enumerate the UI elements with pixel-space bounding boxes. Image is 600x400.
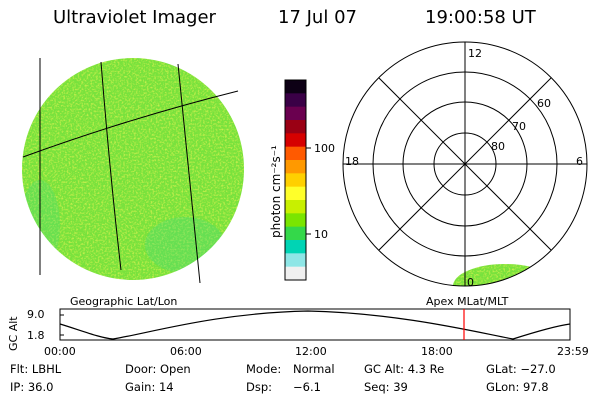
colorbar-band xyxy=(285,213,306,228)
polar-panel-label: Apex MLat/MLT xyxy=(426,295,509,308)
dsp-label: Dsp: xyxy=(246,380,273,394)
colorbar-band xyxy=(285,93,306,108)
seq-readout: Seq: 39 xyxy=(364,380,408,394)
altitude-curve xyxy=(59,310,571,340)
orbit-ymin-label: 1.8 xyxy=(27,329,45,342)
dsp-value: −6.1 xyxy=(293,380,321,394)
orbit-xtick-1800: 18:00 xyxy=(421,345,453,358)
gc-alt-readout: GC Alt: 4.3 Re xyxy=(364,362,445,376)
geographic-grid xyxy=(22,58,239,284)
colorbar-band xyxy=(285,226,306,241)
uv-image-disk xyxy=(22,58,244,280)
mlt-label-18: 18 xyxy=(345,155,359,168)
colorbar-band xyxy=(285,240,306,254)
colorbar-band xyxy=(285,80,306,94)
orbit-ylabel: GC Alt xyxy=(7,316,20,351)
colorbar-band xyxy=(285,106,306,121)
orbit-xtick-2359: 23:59 xyxy=(557,345,589,358)
colorbar-band xyxy=(285,200,306,214)
gain-readout: Gain: 14 xyxy=(125,380,174,394)
colorbar-band xyxy=(285,120,306,134)
glat-readout: GLat: −27.0 xyxy=(486,362,556,376)
door-readout: Door: Open xyxy=(125,362,191,376)
mlt-label-6: 6 xyxy=(576,155,583,168)
mode-value: Normal xyxy=(293,362,335,376)
colorbar-band xyxy=(285,186,306,201)
mlat-label-70: 70 xyxy=(512,120,526,133)
observation-date: 17 Jul 07 xyxy=(278,7,357,28)
colorbar-tick-10: 10 xyxy=(314,228,328,241)
geo-panel-label: Geographic Lat/Lon xyxy=(70,295,178,308)
longitude-line xyxy=(177,63,201,284)
mlt-label-0: 0 xyxy=(467,276,474,289)
longitude-line xyxy=(100,61,122,271)
colorbar-tick-100: 100 xyxy=(314,142,335,155)
latitude-line xyxy=(22,90,239,158)
glon-readout: GLon: 97.8 xyxy=(486,380,549,394)
orbit-xtick-1200: 12:00 xyxy=(295,345,327,358)
colorbar-band xyxy=(285,146,306,161)
mlat-label-80: 80 xyxy=(491,140,505,153)
filter-readout: Flt: LBHL xyxy=(10,362,62,376)
orbit-xtick-0000: 00:00 xyxy=(44,345,76,358)
instrument-title: Ultraviolet Imager xyxy=(53,7,216,28)
mode-label: Mode: xyxy=(246,362,282,376)
orbit-xtick-0600: 06:00 xyxy=(170,345,202,358)
mlat-label-60: 60 xyxy=(537,97,551,110)
colorbar xyxy=(284,79,311,281)
polar-axis-diagonal xyxy=(378,77,552,251)
colorbar-band xyxy=(285,133,306,148)
colorbar-band xyxy=(285,160,306,174)
colorbar-band xyxy=(285,253,306,268)
orbit-plot xyxy=(59,308,571,341)
orbit-ymax-label: 9.0 xyxy=(27,308,45,321)
colorbar-band xyxy=(285,173,306,188)
mlt-label-12: 12 xyxy=(468,47,482,60)
ip-readout: IP: 36.0 xyxy=(10,380,54,394)
colorbar-band xyxy=(285,266,306,281)
polar-plot xyxy=(342,41,588,287)
colorbar-unit-label: photon cm⁻²s⁻¹ xyxy=(269,145,283,238)
observation-time: 19:00:58 UT xyxy=(425,7,536,28)
